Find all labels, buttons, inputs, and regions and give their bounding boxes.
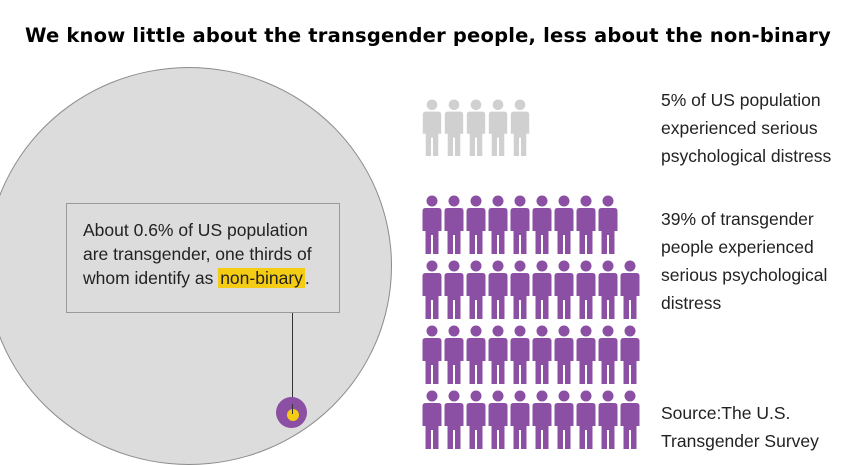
purple-person-icon (422, 390, 442, 449)
gray-person-icon (422, 99, 442, 157)
purple-person-icon (466, 260, 486, 319)
callout-text-main: About 0.6% of US population are transgen… (83, 220, 312, 288)
gray-person-icon (510, 99, 530, 157)
gray-person-icon (466, 99, 486, 157)
leader-line-end (292, 404, 293, 414)
purple-person-icon (576, 325, 596, 384)
purple-person-icon (598, 260, 618, 319)
source-note: Source:The U.S. Transgender Survey (661, 403, 819, 451)
purple-person-icon (510, 195, 530, 254)
purple-person-icon (532, 260, 552, 319)
purple-person-icon (576, 260, 596, 319)
purple-person-icon (444, 325, 464, 384)
purple-person-icon (510, 325, 530, 384)
purple-person-icon (554, 260, 574, 319)
purple-person-icon (532, 390, 552, 449)
purple-person-icon (510, 260, 530, 319)
purple-person-icon (510, 390, 530, 449)
callout-box: About 0.6% of US population are transgen… (66, 203, 340, 313)
purple-person-icon (576, 390, 596, 449)
purple-person-icon (598, 195, 618, 254)
purple-person-icon (554, 195, 574, 254)
gray-person-icon (488, 99, 508, 157)
callout-text: About 0.6% of US population are transgen… (83, 218, 333, 290)
purple-person-icon (466, 325, 486, 384)
purple-person-icon (466, 390, 486, 449)
purple-person-icon (598, 325, 618, 384)
general-stat: 5% of US population experienced serious … (661, 90, 832, 166)
purple-person-icon (620, 390, 640, 449)
purple-person-icon (422, 260, 442, 319)
non-binary-dot (287, 409, 299, 421)
chart-title: We know little about the transgender peo… (24, 24, 832, 47)
purple-person-icon (444, 195, 464, 254)
purple-person-icon (422, 325, 442, 384)
purple-person-icon (598, 390, 618, 449)
purple-person-icon (422, 195, 442, 254)
purple-person-icon (554, 390, 574, 449)
purple-person-icon (488, 195, 508, 254)
callout-text-end: . (304, 268, 310, 288)
gray-person-icon (444, 99, 464, 157)
leader-line (292, 313, 293, 413)
purple-person-icon (444, 390, 464, 449)
purple-person-icon (488, 390, 508, 449)
non-binary-highlight: non-binary (218, 268, 305, 288)
purple-person-icon (488, 325, 508, 384)
purple-person-icon (444, 260, 464, 319)
purple-person-icon (466, 195, 486, 254)
purple-person-icon (532, 195, 552, 254)
purple-person-icon (532, 325, 552, 384)
transgender-stat: 39% of transgender people experienced se… (661, 209, 828, 313)
purple-person-icon (576, 195, 596, 254)
purple-person-icon (554, 325, 574, 384)
purple-person-icon (488, 260, 508, 319)
purple-person-icon (620, 325, 640, 384)
purple-person-icon (620, 260, 640, 319)
